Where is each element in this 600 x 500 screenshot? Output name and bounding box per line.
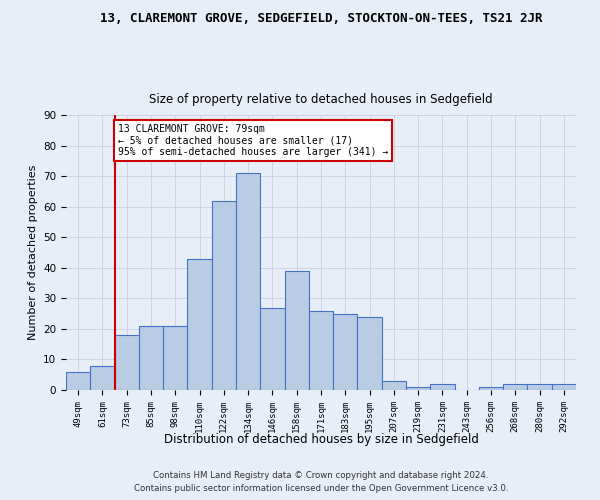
Text: Size of property relative to detached houses in Sedgefield: Size of property relative to detached ho… bbox=[149, 92, 493, 106]
Bar bbox=[187, 258, 212, 390]
Bar bbox=[503, 384, 527, 390]
Bar bbox=[163, 326, 187, 390]
Bar bbox=[527, 384, 552, 390]
Bar bbox=[333, 314, 358, 390]
Bar bbox=[284, 271, 309, 390]
Bar bbox=[406, 387, 430, 390]
Bar bbox=[115, 335, 139, 390]
Bar bbox=[236, 173, 260, 390]
Bar bbox=[309, 310, 333, 390]
Bar bbox=[430, 384, 455, 390]
Text: Distribution of detached houses by size in Sedgefield: Distribution of detached houses by size … bbox=[164, 432, 478, 446]
Text: Contains public sector information licensed under the Open Government Licence v3: Contains public sector information licen… bbox=[134, 484, 508, 493]
Bar bbox=[90, 366, 115, 390]
Bar bbox=[552, 384, 576, 390]
Text: Contains HM Land Registry data © Crown copyright and database right 2024.: Contains HM Land Registry data © Crown c… bbox=[153, 470, 489, 480]
Bar bbox=[139, 326, 163, 390]
Text: 13 CLAREMONT GROVE: 79sqm
← 5% of detached houses are smaller (17)
95% of semi-d: 13 CLAREMONT GROVE: 79sqm ← 5% of detach… bbox=[118, 124, 388, 158]
Bar bbox=[382, 381, 406, 390]
Bar bbox=[260, 308, 284, 390]
Bar bbox=[358, 316, 382, 390]
Bar bbox=[66, 372, 90, 390]
Text: 13, CLAREMONT GROVE, SEDGEFIELD, STOCKTON-ON-TEES, TS21 2JR: 13, CLAREMONT GROVE, SEDGEFIELD, STOCKTO… bbox=[100, 12, 542, 26]
Y-axis label: Number of detached properties: Number of detached properties bbox=[28, 165, 38, 340]
Bar bbox=[479, 387, 503, 390]
Bar bbox=[212, 200, 236, 390]
